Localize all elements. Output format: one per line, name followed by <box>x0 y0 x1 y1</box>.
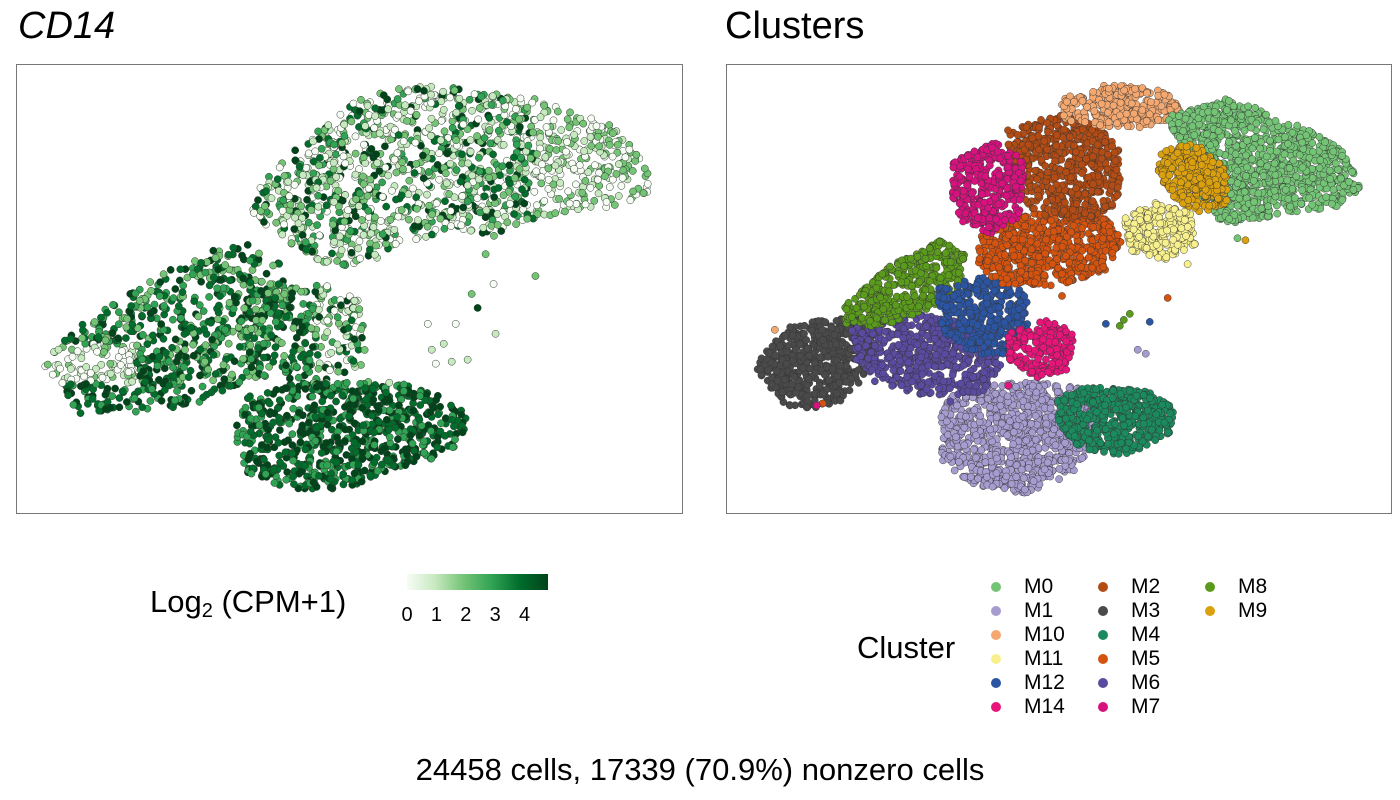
legend-swatch <box>991 654 1001 664</box>
legend-swatch <box>991 630 1001 640</box>
legend-label: M9 <box>1238 599 1268 622</box>
legend-swatch <box>991 582 1001 592</box>
legend-label: M14 <box>1024 695 1065 718</box>
legend-swatch <box>991 702 1001 712</box>
cell-count-caption: 24458 cells, 17339 (70.9%) nonzero cells <box>415 752 985 787</box>
legend-label: M10 <box>1024 623 1065 646</box>
cluster-scatter-svg <box>753 81 1363 497</box>
legend-swatch <box>1205 606 1215 616</box>
expression-scatter-svg <box>41 82 652 493</box>
cluster-points-m4 <box>1053 383 1177 458</box>
legend-swatch <box>991 678 1001 688</box>
cluster-points-m11 <box>1121 199 1199 263</box>
cluster-point-m8 <box>1119 316 1128 324</box>
legend-label: M4 <box>1131 623 1161 646</box>
expression-colorbar <box>407 574 548 590</box>
legend-label: M8 <box>1238 575 1268 598</box>
cluster-point-m9 <box>1241 236 1250 245</box>
legend-swatch <box>1098 582 1108 592</box>
colorbar-tick-2: 2 <box>460 604 472 626</box>
cluster-point-m5 <box>1058 292 1066 300</box>
colorbar-tick-0: 0 <box>401 604 413 626</box>
cluster-plot-panel <box>726 64 1392 514</box>
cluster-point-m6 <box>946 397 955 406</box>
cluster-points-m7 <box>949 139 1028 237</box>
expression-legend-title: Log2 (CPM+1) <box>150 584 347 622</box>
legend-swatch <box>991 606 1001 616</box>
legend-label: M11 <box>1024 647 1064 670</box>
cluster-points-m9 <box>1154 140 1231 216</box>
legend-swatch <box>1098 654 1108 664</box>
legend-label: M0 <box>1024 575 1054 598</box>
left-panel-title: CD14 <box>18 5 116 47</box>
cluster-legend-title: Cluster <box>857 630 956 665</box>
cluster-point-m0 <box>1233 234 1242 243</box>
legend-swatch <box>1098 678 1108 688</box>
colorbar-tick-3: 3 <box>489 604 501 626</box>
legend-swatch <box>1205 582 1215 592</box>
cluster-point-m1 <box>1141 349 1150 358</box>
colorbar-tick-4: 4 <box>518 604 531 626</box>
legend-label: M2 <box>1131 575 1161 598</box>
legend-label: M5 <box>1131 647 1161 670</box>
cluster-point-m12 <box>1145 318 1154 326</box>
cluster-point-m1 <box>1133 345 1142 354</box>
legend-label: M1 <box>1024 599 1054 622</box>
legend-swatch <box>1098 630 1108 640</box>
cluster-point-m8 <box>1125 310 1134 318</box>
legend-label: M7 <box>1131 695 1161 718</box>
legend-label: M6 <box>1131 671 1161 694</box>
cluster-point-m14 <box>1004 381 1012 390</box>
legend-swatch <box>1098 606 1108 616</box>
cluster-points-m14 <box>1004 317 1077 381</box>
cluster-points <box>753 81 1363 497</box>
cluster-point-m10 <box>771 326 779 334</box>
cluster-point-m3 <box>802 403 811 412</box>
legend-swatch <box>1098 702 1108 712</box>
cluster-points-m8 <box>841 237 968 330</box>
expression-points <box>41 82 652 493</box>
expression-plot-panel <box>16 64 683 514</box>
legend-label: M3 <box>1131 599 1161 622</box>
cluster-point-m5 <box>1163 294 1172 302</box>
right-panel-title: Clusters <box>725 5 865 47</box>
legend-label: M12 <box>1024 671 1065 694</box>
cluster-point-m11 <box>1183 260 1192 268</box>
colorbar-tick-1: 1 <box>430 604 442 626</box>
cluster-point-m7 <box>812 401 821 410</box>
cluster-point-m8 <box>1116 322 1124 330</box>
cluster-point-m12 <box>1102 320 1110 328</box>
